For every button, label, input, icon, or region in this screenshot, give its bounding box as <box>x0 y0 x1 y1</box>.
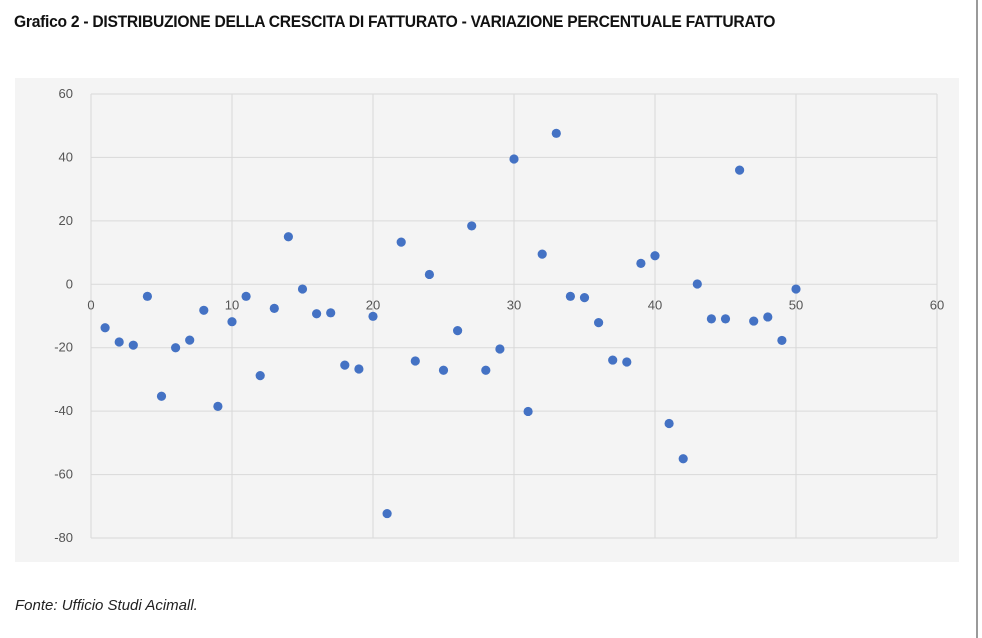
y-tick-label: 20 <box>59 213 73 228</box>
data-point <box>340 360 350 370</box>
data-point <box>227 317 237 327</box>
data-point <box>481 365 491 375</box>
data-point <box>368 311 378 321</box>
data-point <box>608 355 618 365</box>
y-tick-label: -20 <box>54 340 73 355</box>
data-point <box>537 249 547 259</box>
data-point <box>255 371 265 381</box>
data-point <box>678 454 688 464</box>
data-point <box>410 356 420 366</box>
data-point-layer <box>100 128 801 519</box>
y-tick-label: 0 <box>66 276 73 291</box>
x-tick-label: 50 <box>789 297 803 312</box>
data-point <box>424 269 434 280</box>
data-point <box>241 291 251 301</box>
data-point <box>735 165 745 175</box>
tick-label-layer: 60 40 20 0 -20 -40 -60 -80 0 10 20 30 40 50 60 <box>54 86 944 545</box>
data-point <box>100 323 110 333</box>
data-point <box>438 365 449 375</box>
data-point <box>156 391 167 401</box>
data-point <box>171 343 181 353</box>
y-tick-label: 40 <box>59 149 73 164</box>
data-point <box>199 305 209 315</box>
data-point <box>128 340 138 350</box>
x-tick-label: 40 <box>648 297 662 312</box>
data-point <box>185 335 195 345</box>
data-point <box>453 325 463 336</box>
data-point <box>706 314 717 324</box>
data-point <box>763 312 773 322</box>
data-point <box>509 154 519 164</box>
data-point <box>650 251 660 261</box>
data-point <box>791 284 801 294</box>
data-point <box>551 128 561 138</box>
x-tick-label: 60 <box>930 297 944 312</box>
y-tick-label: 60 <box>59 86 73 101</box>
chart-panel: 60 40 20 0 -20 -40 -60 -80 0 10 20 30 40 50 60 <box>15 78 959 562</box>
y-tick-label: -80 <box>54 530 73 545</box>
data-point <box>565 291 576 301</box>
y-tick-label: -60 <box>54 467 73 482</box>
data-point <box>749 316 759 326</box>
data-point <box>297 284 308 294</box>
data-point <box>495 344 505 354</box>
data-point <box>269 303 279 313</box>
data-point <box>579 293 590 303</box>
x-tick-label: 30 <box>507 297 521 312</box>
chart-title: Grafico 2 - DISTRIBUZIONE DELLA CRESCITA… <box>14 12 776 31</box>
y-tick-label: -40 <box>54 403 73 418</box>
page-divider <box>976 0 978 638</box>
data-point <box>354 364 364 374</box>
data-point <box>382 508 392 519</box>
data-point <box>523 406 533 417</box>
data-point <box>636 258 646 268</box>
grid-layer <box>90 93 938 539</box>
x-tick-label: 20 <box>366 297 380 312</box>
data-point <box>114 337 124 347</box>
data-point <box>213 401 223 411</box>
x-tick-label: 0 <box>87 297 94 312</box>
x-tick-label: 10 <box>225 297 239 312</box>
scatter-chart: 60 40 20 0 -20 -40 -60 -80 0 10 20 30 40 50 60 <box>54 86 944 545</box>
data-point <box>664 418 674 429</box>
data-point <box>720 314 731 324</box>
data-point <box>326 308 336 318</box>
data-point <box>312 309 322 319</box>
data-point <box>777 335 787 346</box>
data-point <box>396 237 406 247</box>
data-point <box>283 232 293 242</box>
data-point <box>622 357 632 367</box>
data-point <box>692 279 702 289</box>
data-point <box>142 291 152 301</box>
data-point <box>594 318 604 328</box>
source-note: Fonte: Ufficio Studi Acimall. <box>15 597 198 614</box>
data-point <box>467 221 477 231</box>
